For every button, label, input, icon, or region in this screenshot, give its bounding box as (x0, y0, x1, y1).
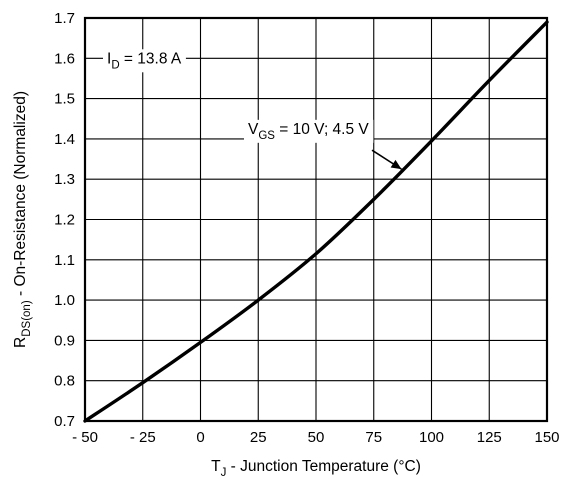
x-tick-label: 75 (365, 429, 382, 446)
x-tick-label: - 50 (72, 429, 98, 446)
x-tick-labels: - 50 - 25 0 25 50 75 100 125 150 (72, 429, 559, 446)
y-tick-label: 1.1 (54, 252, 75, 269)
y-tick-labels: 0.7 0.8 0.9 1.0 1.1 1.2 1.3 1.4 1.5 1.6 1.7 (54, 10, 75, 430)
y-tick-label: 1.2 (54, 212, 75, 229)
x-tick-label: 150 (534, 429, 559, 446)
x-tick-label: - 25 (130, 429, 156, 446)
x-tick-label: 25 (250, 429, 267, 446)
x-tick-label: 100 (419, 429, 444, 446)
y-tick-label: 0.9 (54, 332, 75, 349)
y-tick-label: 1.6 (54, 50, 75, 67)
grid (84, 17, 548, 422)
y-tick-label: 1.5 (54, 91, 75, 108)
y-tick-label: 0.7 (54, 413, 75, 430)
plot-frame (83, 16, 549, 423)
y-tick-label: 1.4 (54, 131, 75, 148)
gate-voltage-label-box (244, 119, 374, 143)
x-tick-label: 50 (308, 429, 325, 446)
gate-voltage-arrowhead (390, 159, 402, 170)
drain-current-label: ID = 13.8 A (107, 50, 182, 71)
y-axis-title: RDS(on) - On-Resistance (Normalized) (12, 91, 33, 348)
y-tick-label: 1.3 (54, 171, 75, 188)
y-tick-label: 1.7 (54, 10, 75, 27)
x-tick-label: 125 (477, 429, 502, 446)
drain-current-label-box (103, 49, 186, 73)
x-tick-label: 0 (196, 429, 204, 446)
x-axis-title: TJ - Junction Temperature (°C) (211, 458, 421, 479)
on-resistance-curve (83, 20, 549, 423)
gate-voltage-label: VGS = 10 V; 4.5 V (248, 121, 369, 142)
y-tick-label: 1.0 (54, 292, 75, 309)
y-tick-label: 0.8 (54, 373, 75, 390)
